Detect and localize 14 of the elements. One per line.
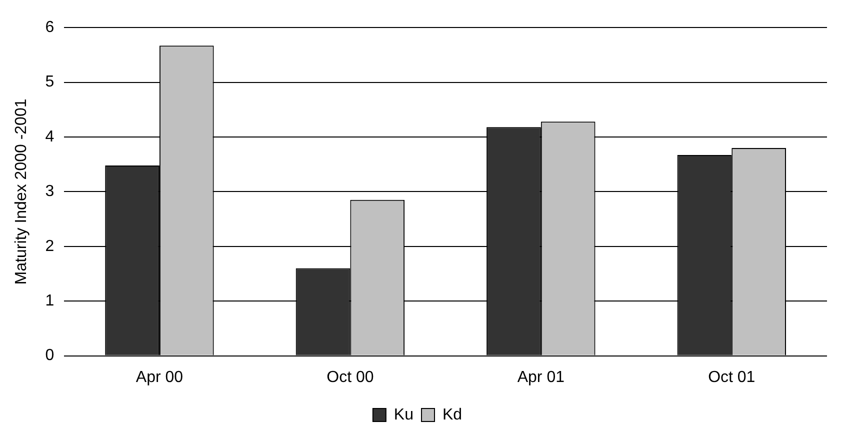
y-tick-label: 2: [45, 238, 54, 255]
x-tick-label: Oct 01: [708, 368, 756, 386]
x-tick-label: Apr 01: [517, 368, 565, 386]
y-axis-title: Maturity Index 2000 -2001: [13, 98, 30, 285]
legend-label: Ku: [394, 406, 414, 424]
y-tick-label: 6: [45, 19, 54, 36]
y-tick-label: 0: [45, 347, 54, 364]
y-tick-label: 4: [45, 128, 54, 146]
y-tick-label: 5: [45, 74, 54, 91]
x-tick-label: Apr 00: [136, 368, 184, 386]
x-tick-label: Oct 00: [326, 368, 374, 386]
y-tick-label: 1: [45, 292, 54, 310]
legend-label: Kd: [442, 406, 462, 424]
y-tick-label: 3: [45, 183, 54, 200]
